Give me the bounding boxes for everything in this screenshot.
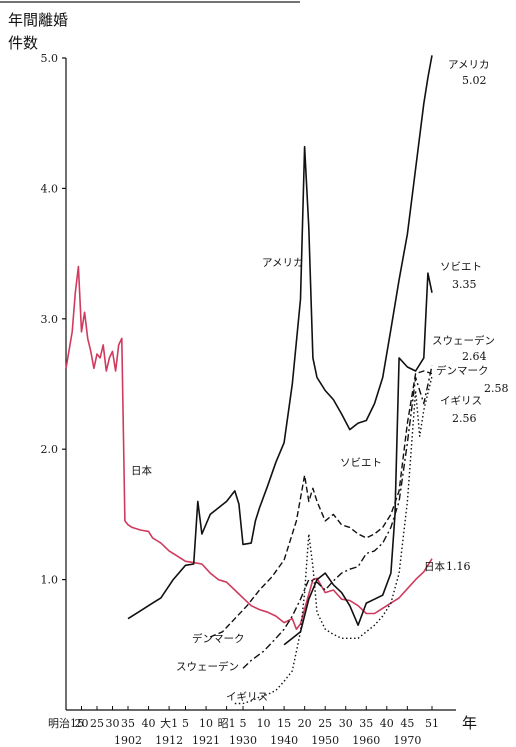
y-tick-label: 1.0 [41, 574, 59, 587]
x-tick-label: 40 [142, 717, 156, 730]
y-axis-title-line-1: 年間離婚 [8, 11, 68, 29]
x-tick-label: 25 [90, 717, 104, 730]
series-line-日本 [65, 265, 433, 630]
series-line-スウェーデン [242, 365, 433, 669]
annotation-label: アメリカ [448, 59, 489, 71]
series-layer [65, 55, 433, 705]
y-axis-title-line-2: 件数 [8, 34, 38, 52]
annotation-label: スウェーデン [432, 334, 495, 347]
x-tick-label: 大1 [160, 716, 178, 730]
x-tick-label: 40 [380, 717, 394, 730]
annotation-value: 2.56 [452, 412, 477, 425]
x-tick-label: 5 [240, 717, 247, 730]
x-year-label: 1950 [311, 734, 339, 747]
x-tick-label: 30 [106, 717, 120, 730]
x-year-label: 1930 [229, 734, 257, 747]
x-tick-label: 25 [318, 717, 332, 730]
annotation-label: イギリス [440, 395, 482, 407]
annotation-value: 1.16 [446, 560, 471, 573]
annotation-label: スウェーデン [176, 660, 239, 673]
series-line-デンマーク [209, 370, 433, 638]
y-tick-label: 4.0 [41, 182, 59, 195]
x-tick-label: 明治15 [48, 716, 84, 730]
annotation-value: 2.64 [462, 350, 487, 363]
x-tick-label: 35 [121, 717, 135, 730]
x-tick-label: 昭1 [218, 717, 236, 730]
y-tick-label: 3.0 [41, 313, 59, 326]
series-line-イギリス [234, 376, 433, 705]
series-line-アメリカ [127, 55, 433, 620]
x-tick-label: 30 [339, 717, 353, 730]
annotation-value: 3.35 [452, 278, 477, 291]
annotation-label: 日本 [131, 464, 152, 477]
x-year-label: 1960 [352, 734, 380, 747]
x-tick-label: 20 [75, 717, 89, 730]
annotation-value: 2.58 [484, 382, 509, 395]
annotation-label: デンマーク [192, 632, 245, 645]
series-line-ソビエト [283, 272, 433, 646]
x-tick-label: 15 [277, 717, 291, 730]
x-year-label: 1940 [270, 734, 298, 747]
annotation-label: ソビエト [440, 261, 482, 273]
x-tick-label: 45 [400, 717, 414, 730]
annotation-label: ソビエト [340, 457, 382, 469]
annotation-label: イギリス [226, 691, 268, 703]
annotation-label: アメリカ [262, 257, 303, 269]
x-axis-title: 年 [462, 714, 477, 732]
annotation-label: デンマーク [436, 364, 489, 377]
y-tick-label: 2.0 [41, 443, 59, 456]
x-tick-label: 20 [298, 717, 312, 730]
annotation-label: 日本 [424, 560, 445, 573]
x-year-label: 1912 [155, 734, 183, 747]
y-tick-label: 5.0 [41, 52, 59, 65]
x-tick-label: 51 [425, 717, 439, 730]
x-year-label: 1970 [393, 734, 421, 747]
x-tick-label: 35 [359, 717, 373, 730]
annotation-value: 5.02 [462, 74, 487, 87]
x-tick-label: 10 [199, 717, 213, 730]
x-year-label: 1921 [192, 734, 220, 747]
x-tick-label: 10 [257, 717, 271, 730]
y-ticks: 1.0 2.0 3.0 4.0 5.0 [41, 52, 66, 587]
x-tick-label: 5 [182, 717, 189, 730]
x-year-label: 1902 [114, 734, 142, 747]
